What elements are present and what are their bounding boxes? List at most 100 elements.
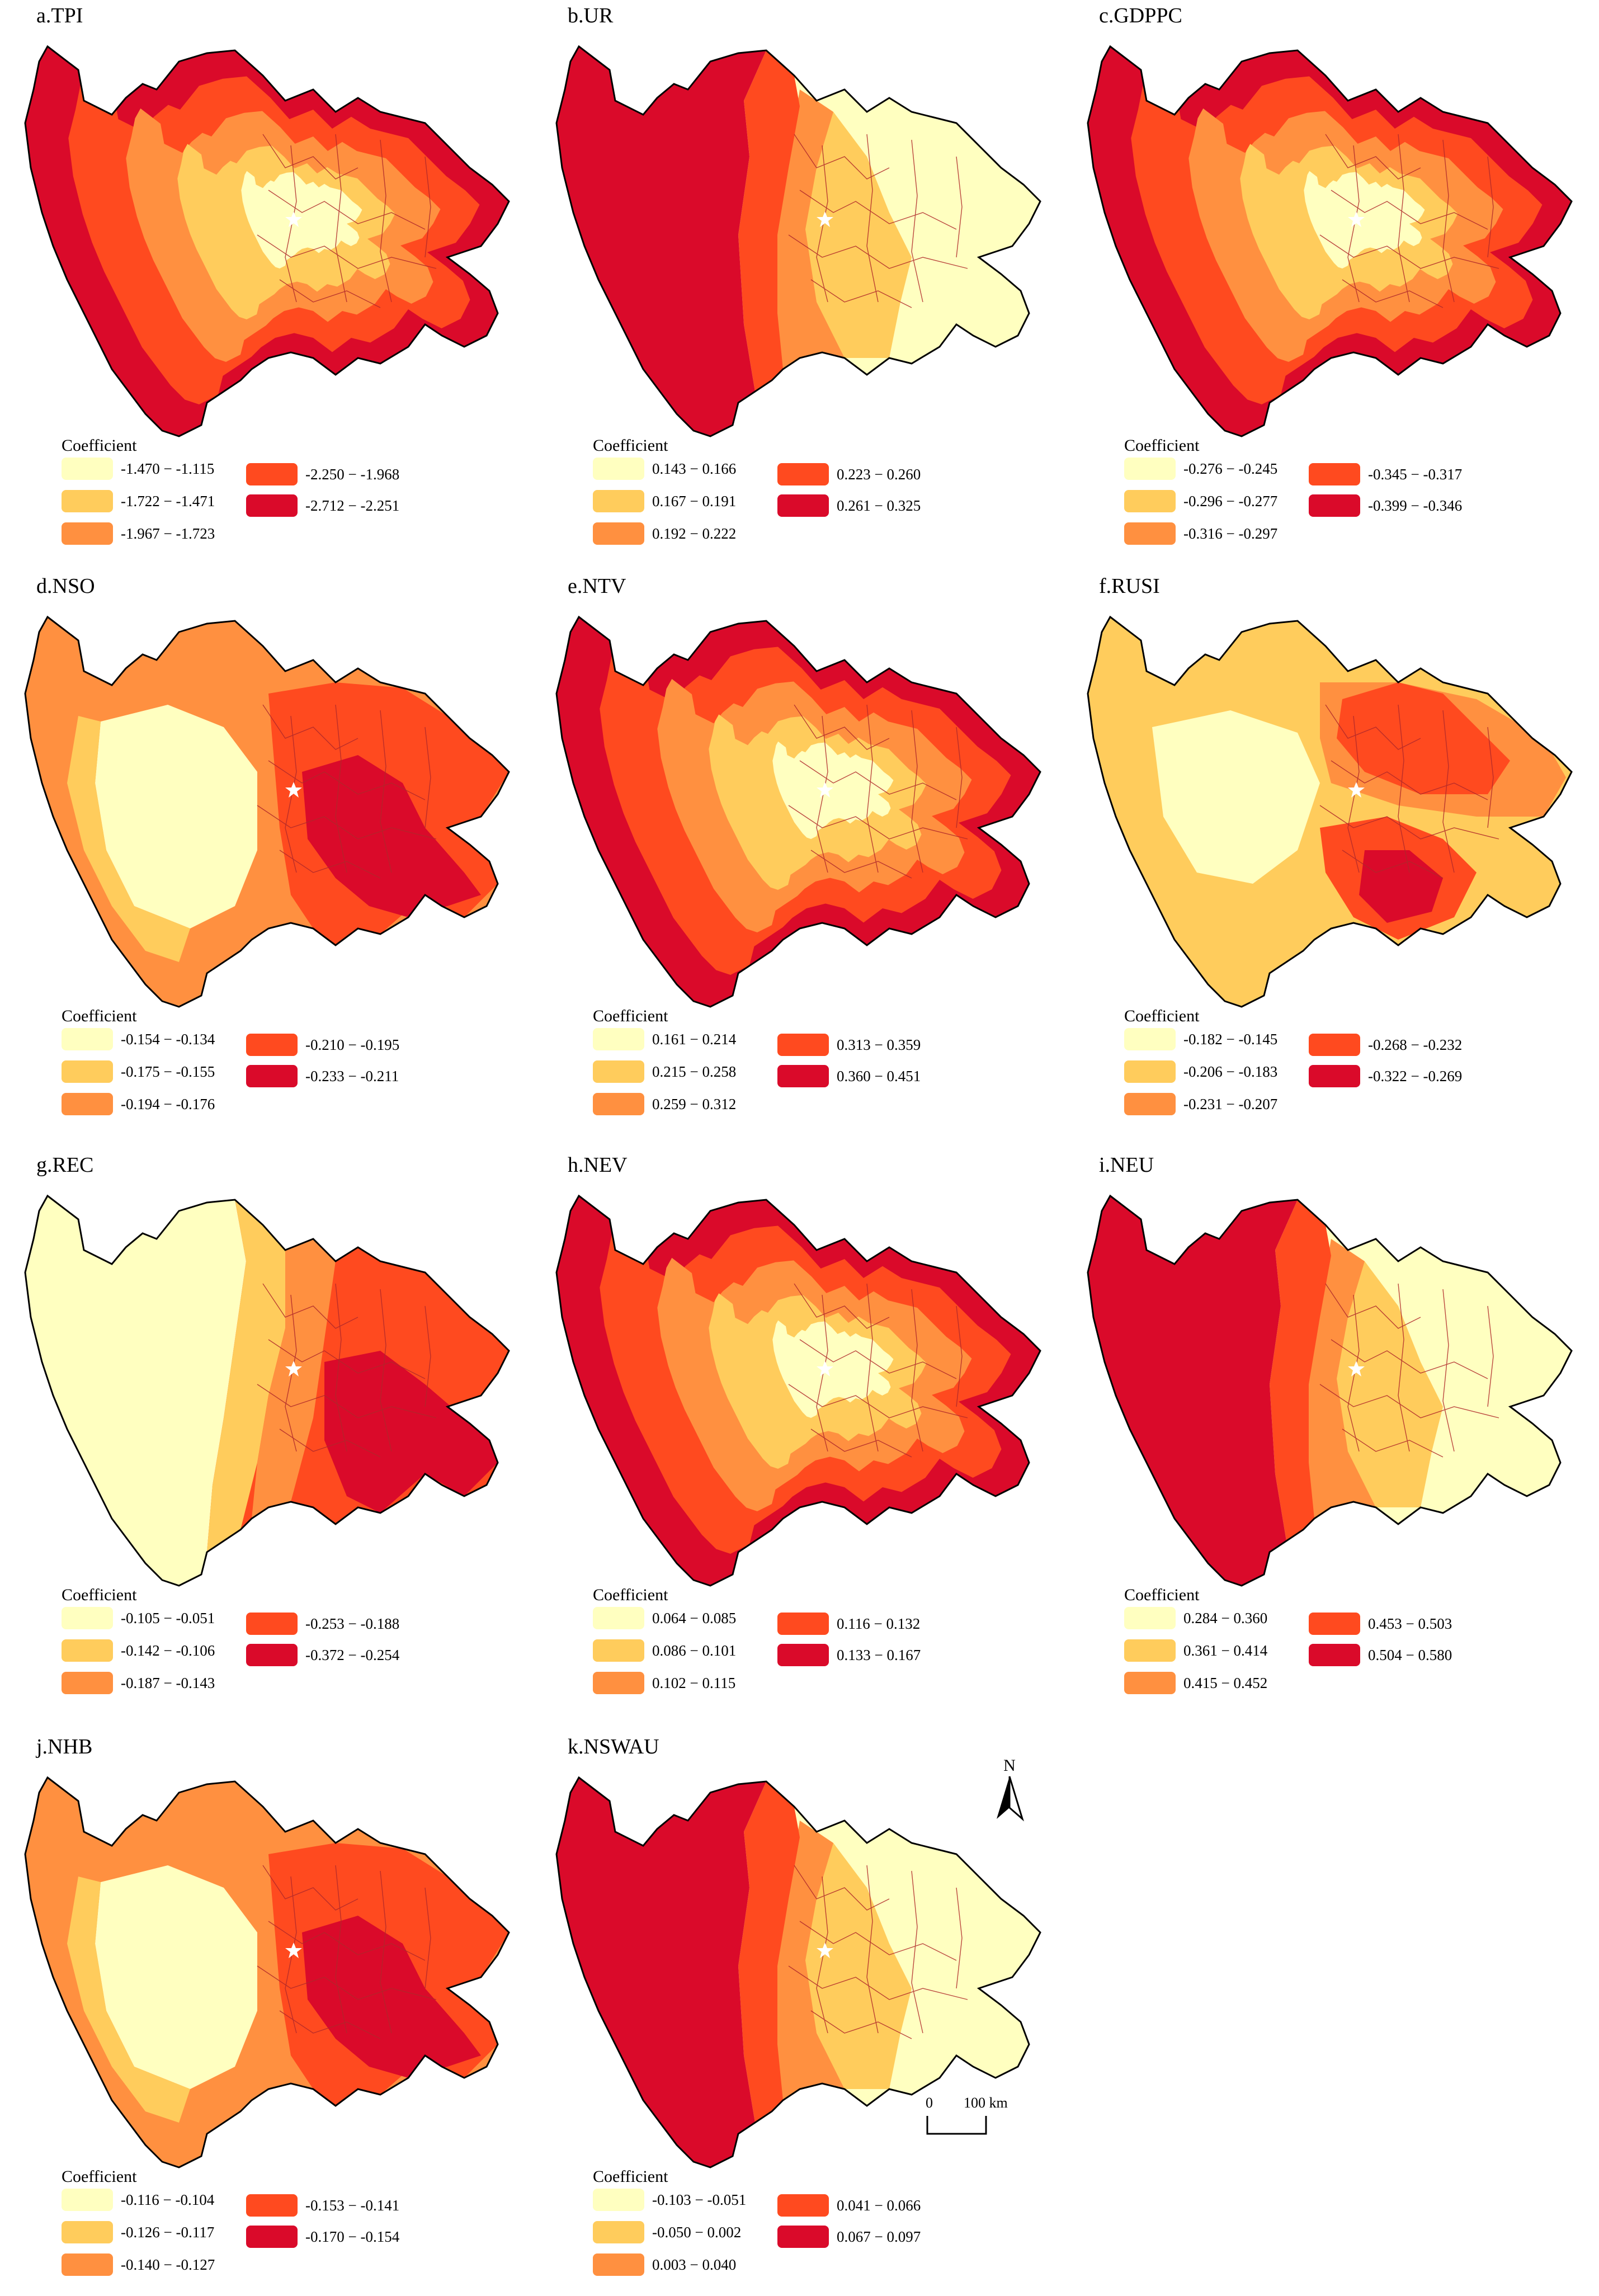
panel-title: d.NSO [36,574,95,598]
legend-label: -0.194 − -0.176 [121,1095,215,1112]
legend-label: -0.170 − -0.154 [305,2228,400,2245]
panel-title: j.NHB [36,1735,93,1758]
legend-swatch [62,458,113,480]
class-zone-5 [556,46,766,436]
legend-item: 0.041 − 0.066 [777,2194,921,2217]
legend-label: -1.470 − -1.115 [121,460,215,477]
capital-star-icon [817,782,833,798]
legend-swatch [593,1093,644,1115]
legend-swatch [777,494,829,517]
legend-swatch [1309,1613,1360,1635]
legend-swatch [1309,463,1360,485]
legend-item: -1.967 − -1.723 [62,522,215,545]
legend-item: -0.194 − -0.176 [62,1093,215,1115]
legend-swatch [246,1034,298,1056]
legend-swatch [593,1639,644,1662]
legend-item: -0.126 − -0.117 [62,2221,214,2243]
legend-swatch [593,1672,644,1694]
legend-item: -0.372 − -0.254 [246,1644,399,1666]
legend-swatch [593,1028,644,1050]
legend-label: -0.175 − -0.155 [121,1063,215,1080]
legend-item: 0.504 − 0.580 [1309,1644,1452,1666]
legend-swatch [246,463,298,485]
legend-label: 0.259 − 0.312 [652,1095,737,1112]
legend-item: -0.231 − -0.207 [1124,1093,1277,1115]
legend-item: 0.161 − 0.214 [593,1028,736,1050]
class-zone-2 [794,112,912,358]
map-panel: b.UR Coefficient 0.143 − 0.166 0.167 − 0.19… [543,0,1063,565]
legend: Coefficient -0.103 − -0.051 -0.050 − 0.002… [593,2167,1040,2285]
legend-item: -0.050 − 0.002 [593,2221,741,2243]
legend-label: -0.210 − -0.195 [305,1036,400,1053]
legend-item: 0.167 − 0.191 [593,490,736,512]
legend-swatch [246,1613,298,1635]
legend-item: -0.296 − -0.277 [1124,490,1277,512]
legend-label: 0.003 − 0.040 [652,2256,737,2273]
legend-label: 0.360 − 0.451 [837,1067,921,1085]
legend-swatch [777,1065,829,1087]
map-panel: h.NEV Coefficient 0.064 − 0.085 0.086 − 0.1… [543,1149,1063,1714]
legend-title: Coefficient [593,1007,668,1025]
choropleth-map [24,1194,510,1587]
legend-swatch [593,1060,644,1083]
map-panel: g.REC Coefficient -0.105 − -0.051 -0.142 − … [11,1149,531,1714]
legend-swatch [62,522,113,545]
class-zone-1 [95,705,257,928]
legend-title: Coefficient [62,2167,137,2186]
legend-label: 0.167 − 0.191 [652,492,737,510]
legend-title: Coefficient [62,1007,137,1025]
legend-item: -0.116 − -0.104 [62,2189,214,2211]
capital-star-icon [1348,782,1365,798]
legend-item: -0.105 − -0.051 [62,1607,215,1629]
legend-item: 0.116 − 0.132 [777,1613,920,1635]
legend-item: -0.276 − -0.245 [1124,458,1277,480]
county-boundaries [257,704,437,879]
legend-label: -0.050 − 0.002 [652,2223,742,2241]
county-boundaries [257,1865,437,2039]
class-zone-5 [302,755,481,917]
legend-label: -0.268 − -0.232 [1368,1036,1463,1053]
legend-swatch [1124,1672,1176,1694]
legend-label: -1.722 − -1.471 [121,492,215,510]
class-zone-1 [1152,710,1320,884]
legend-swatch [593,522,644,545]
legend: Coefficient 0.161 − 0.214 0.215 − 0.258 0.2… [593,1007,1040,1124]
legend-label: 0.453 − 0.503 [1368,1615,1452,1632]
province-outline [24,1194,510,1587]
class-zone-2 [1326,1261,1443,1507]
legend-swatch [593,490,644,512]
legend-swatch [1124,490,1176,512]
legend-label: -0.153 − -0.141 [305,2196,400,2214]
legend-swatch [62,1093,113,1115]
legend-label: -0.154 − -0.134 [121,1030,215,1048]
class-zone-4 [738,50,800,392]
legend: Coefficient -0.105 − -0.051 -0.142 − -0.10… [62,1586,509,1703]
legend-item: 0.086 − 0.101 [593,1639,736,1662]
legend-label: 0.313 − 0.359 [837,1036,921,1053]
legend-swatch [1124,1607,1176,1629]
legend-label: -0.206 − -0.183 [1183,1063,1278,1080]
legend-title: Coefficient [593,1586,668,1604]
scale-bar: 0 100 km [926,2095,1032,2139]
legend-swatch [777,1034,829,1056]
legend-label: -2.712 − -2.251 [305,497,400,514]
choropleth-map [24,615,510,1008]
map-panel: e.NTV Coefficient 0.161 − 0.214 0.215 − 0.2… [543,571,1063,1135]
legend-swatch [1309,494,1360,517]
legend-label: -0.103 − -0.051 [652,2191,747,2208]
class-zone-5 [324,1351,498,1513]
map-panel: a.TPI Coefficient -1.470 − -1.115 -1.722 − … [11,0,531,565]
legend-swatch [1124,1639,1176,1662]
legend-title: Coefficient [62,1586,137,1604]
legend-item: -0.345 − -0.317 [1309,463,1462,485]
legend-item: -0.399 − -0.346 [1309,494,1462,517]
legend: Coefficient -1.470 − -1.115 -1.722 − -1.47… [62,436,509,554]
legend-label: -0.126 − -0.117 [121,2223,215,2241]
choropleth-map [1087,1194,1573,1587]
province-outline [555,1194,1041,1587]
class-zone-5 [302,1916,481,2078]
capital-star-icon [817,1943,833,1958]
map-panel: d.NSO Coefficient -0.154 − -0.134 -0.175 − … [11,571,531,1135]
scale-bar-line [926,2116,987,2135]
legend-label: 0.102 − 0.115 [652,1674,736,1691]
